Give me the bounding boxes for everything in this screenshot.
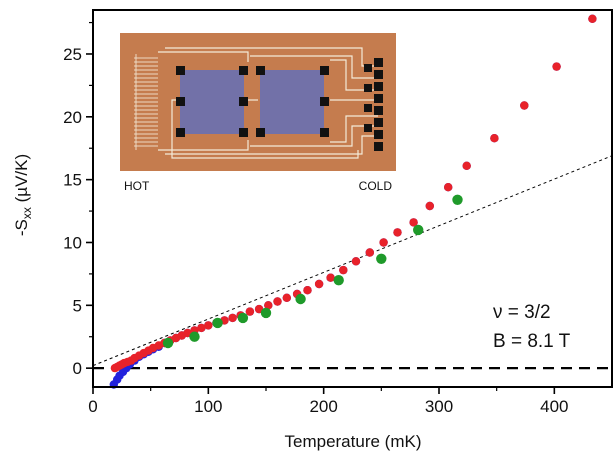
y-tick-label: 15 [63, 171, 82, 190]
data-point [197, 323, 206, 333]
data-point [444, 183, 453, 192]
data-point [326, 273, 335, 282]
inset-hot-label: HOT [124, 179, 150, 193]
data-point [376, 253, 387, 264]
data-point [333, 275, 344, 286]
x-tick-label: 100 [194, 397, 222, 416]
data-point [264, 301, 273, 310]
data-point [204, 321, 213, 330]
x-tick-label: 200 [309, 397, 337, 416]
data-point [295, 293, 306, 305]
data-point [452, 194, 463, 205]
data-point [303, 286, 312, 295]
mesa-right [260, 70, 324, 134]
data-point [425, 201, 434, 211]
axes-layer: 0 100 200 300 400 0 5 10 15 20 25 [63, 9, 613, 416]
series-1 [110, 14, 597, 373]
data-point [273, 297, 282, 306]
wiring-leads [158, 47, 378, 159]
data-point [393, 228, 402, 237]
data-point [339, 265, 348, 275]
y-axis-title-sub: xx [20, 207, 34, 219]
data-point [552, 62, 561, 71]
y-axis-title: -Sxx (µV/K) [12, 154, 34, 236]
x-axis-title: Temperature (mK) [285, 432, 422, 451]
data-point [409, 218, 418, 227]
y-tick-label: 0 [73, 359, 82, 378]
mesa-left [180, 70, 244, 134]
data-point [237, 312, 249, 324]
data-point [462, 161, 471, 170]
data-point [282, 293, 291, 302]
annotation-magnetic-field: B = 8.1 T [493, 331, 571, 352]
device-inset: HOT COLD [120, 33, 396, 193]
y-tick-label: 10 [63, 233, 82, 252]
y-axis-title-unit: (µV/K) [12, 154, 31, 207]
data-point [212, 317, 223, 329]
y-tick-label: 5 [73, 296, 82, 315]
annotation-filling-factor: ν = 3/2 [493, 302, 551, 323]
data-point [588, 14, 597, 23]
contacts [176, 58, 383, 151]
plot-frame [92, 9, 613, 388]
data-point [365, 248, 374, 257]
data-point [189, 331, 200, 342]
data-point [379, 238, 388, 247]
data-points-layer [109, 14, 597, 389]
data-point [490, 134, 499, 143]
inset-cold-label: COLD [359, 179, 393, 193]
heater-lines [134, 54, 158, 150]
y-tick-label: 25 [63, 45, 82, 64]
data-point [351, 257, 361, 266]
y-axis-title-main: -S [12, 219, 31, 236]
series-2 [162, 194, 463, 349]
data-point [228, 313, 237, 323]
data-point [245, 307, 255, 316]
data-point [162, 337, 174, 349]
data-point [260, 307, 272, 319]
y-tick-label: 20 [63, 108, 82, 127]
data-point [314, 279, 324, 289]
data-point [520, 101, 529, 110]
x-tick-label: 0 [88, 397, 97, 416]
x-tick-label: 300 [425, 397, 453, 416]
data-point [413, 224, 424, 236]
x-tick-label: 400 [540, 397, 568, 416]
